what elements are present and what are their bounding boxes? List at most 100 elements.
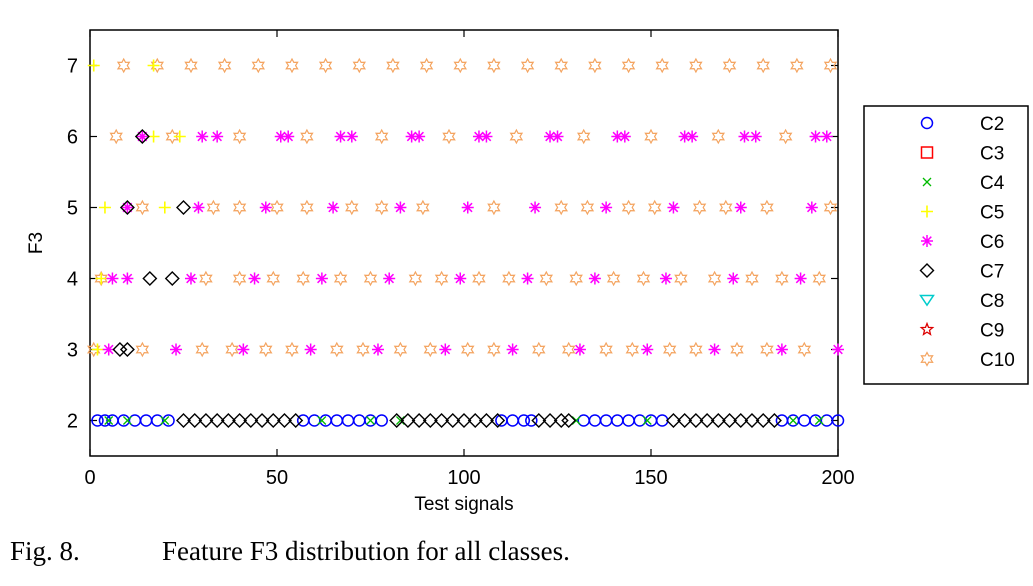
- legend-marker-c8: [919, 294, 935, 307]
- point-c10-29: [576, 128, 591, 145]
- point-c2-15: [375, 414, 388, 427]
- point-c6-22: [192, 201, 205, 214]
- point-c2-1: [98, 414, 112, 427]
- point-c6-16: [686, 130, 699, 143]
- point-c10-85: [625, 341, 640, 358]
- x-axis-label: Test signals: [414, 494, 513, 515]
- point-c6-32: [106, 272, 119, 285]
- point-c10-2: [184, 57, 198, 74]
- x-tick-label-0: 0: [84, 467, 95, 489]
- point-c10-51: [199, 270, 213, 287]
- point-c7-3: [142, 271, 158, 286]
- point-c7-28: [531, 413, 547, 428]
- axis-ticks: 0 50 100 150 200 2 3 4 5 6 7: [67, 30, 855, 489]
- y-axis-label: F3: [26, 232, 47, 254]
- point-c10-4: [251, 57, 266, 74]
- point-c10-38: [345, 199, 359, 216]
- legend-marker-c9: [919, 321, 935, 336]
- point-c10-30: [644, 128, 658, 145]
- point-c4-4: [366, 416, 375, 425]
- point-c10-87: [689, 341, 703, 358]
- point-c6-40: [588, 272, 601, 285]
- point-c10-22: [109, 128, 123, 145]
- point-c6-0: [136, 130, 149, 143]
- point-c6-23: [259, 201, 272, 214]
- point-c10-72: [195, 341, 209, 358]
- legend-label-c10: C10: [980, 350, 1015, 371]
- point-c7-35: [699, 413, 715, 428]
- point-c7-14: [254, 413, 270, 428]
- x-tick-label-2: 100: [447, 467, 480, 489]
- point-c6-54: [775, 343, 788, 356]
- point-c10-79: [423, 341, 438, 358]
- series-c5: [87, 59, 186, 356]
- legend-marker-c6: [921, 235, 933, 247]
- legend-marker-c4: [922, 177, 932, 187]
- point-c6-35: [248, 272, 261, 285]
- point-c6-14: [618, 130, 631, 143]
- point-c7-12: [232, 413, 248, 428]
- point-c10-5: [285, 57, 299, 74]
- point-c10-82: [532, 341, 546, 358]
- point-c6-28: [600, 201, 613, 214]
- point-c10-11: [487, 57, 501, 74]
- point-c10-58: [434, 270, 449, 287]
- y-tick-label-2: 4: [67, 269, 78, 291]
- point-c10-20: [790, 57, 804, 74]
- point-c10-59: [472, 270, 486, 287]
- point-c10-65: [674, 270, 688, 287]
- point-c6-38: [454, 272, 467, 285]
- x-tick-label-4: 200: [821, 467, 854, 489]
- point-c6-10: [480, 130, 493, 143]
- point-c6-24: [327, 201, 340, 214]
- y-tick-label-1: 3: [67, 340, 78, 362]
- point-c7-4: [164, 271, 180, 286]
- point-c10-10: [453, 57, 468, 74]
- point-c6-7: [405, 130, 418, 143]
- point-c10-47: [719, 199, 733, 216]
- point-c7-22: [434, 413, 450, 428]
- point-c10-54: [296, 270, 310, 287]
- point-c10-1: [150, 57, 165, 74]
- point-c7-15: [265, 413, 281, 428]
- data-points: [86, 57, 845, 428]
- point-c10-34: [206, 199, 221, 216]
- point-c10-6: [318, 57, 333, 74]
- point-c10-42: [554, 199, 569, 216]
- point-c6-12: [551, 130, 564, 143]
- point-c10-60: [502, 270, 516, 287]
- point-c6-27: [529, 201, 542, 214]
- point-c10-0: [116, 57, 131, 74]
- point-c10-45: [647, 199, 662, 216]
- point-c6-2: [211, 130, 224, 143]
- caption-text: Feature F3 distribution for all classes.: [162, 536, 570, 566]
- point-c7-25: [467, 413, 483, 428]
- point-c7-39: [744, 413, 760, 428]
- point-c7-32: [665, 413, 681, 428]
- point-c10-78: [393, 341, 408, 358]
- point-c7-1: [119, 200, 135, 215]
- legend-label-c4: C4: [980, 173, 1005, 194]
- point-c4-7: [642, 416, 652, 425]
- point-c10-43: [580, 199, 595, 216]
- point-c6-31: [805, 201, 818, 214]
- point-c10-39: [374, 199, 389, 216]
- point-c10-8: [386, 57, 400, 74]
- legend-label-c3: C3: [980, 144, 1004, 165]
- point-c10-9: [419, 57, 434, 74]
- point-c10-31: [711, 128, 726, 145]
- point-c6-36: [315, 272, 328, 285]
- point-c5-0: [87, 59, 100, 72]
- point-c5-7: [91, 343, 104, 356]
- point-c10-76: [330, 341, 344, 358]
- point-c7-11: [220, 413, 236, 428]
- plot-area: [89, 29, 839, 457]
- legend-marker-c5: [921, 205, 933, 218]
- point-c4-8: [788, 416, 798, 425]
- point-c10-71: [135, 341, 150, 358]
- point-c4-0: [104, 416, 114, 425]
- point-c6-53: [708, 343, 721, 356]
- point-c10-7: [352, 57, 367, 74]
- legend-box: [863, 105, 1029, 385]
- point-c6-19: [809, 130, 822, 143]
